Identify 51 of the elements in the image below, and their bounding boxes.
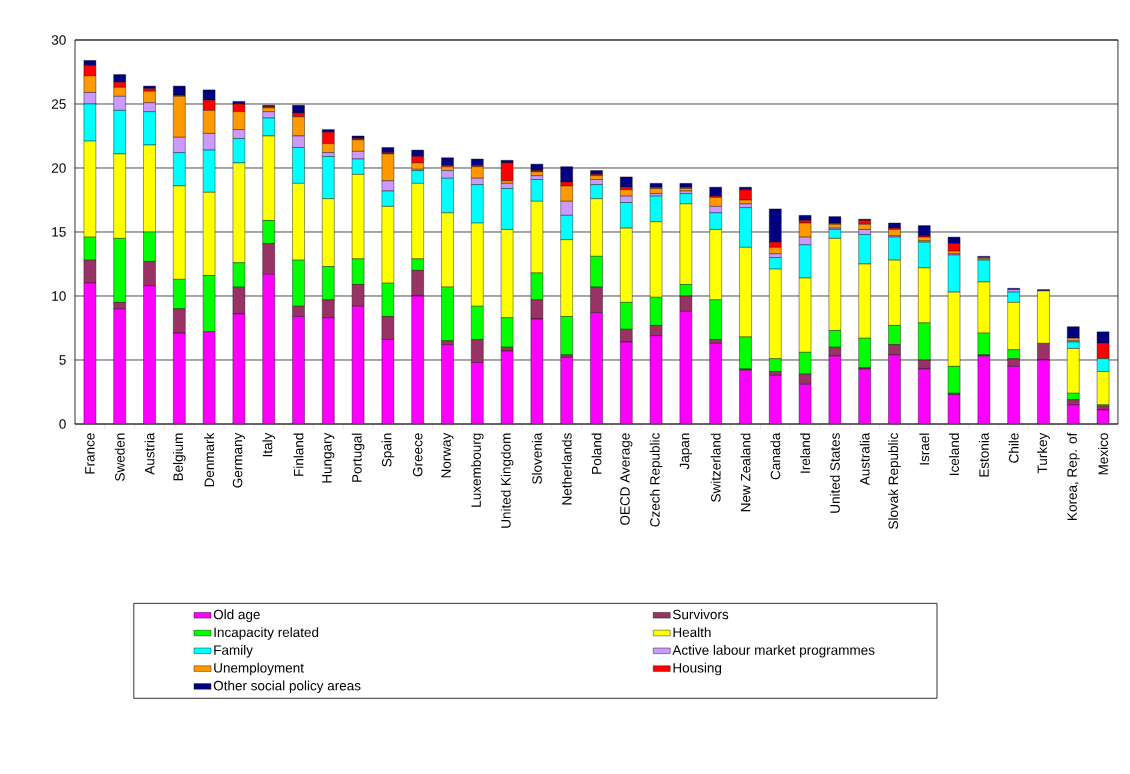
x-tick-label: France — [85, 433, 95, 474]
x-tick-label: Denmark — [204, 432, 215, 487]
y-tick-label: 15 — [52, 227, 66, 237]
x-tick-label: Korea, Rep. of — [1066, 432, 1080, 520]
x-tick-label: Austria — [144, 432, 155, 475]
x-tick-label: Czech Republic — [649, 433, 663, 527]
x-tick-label: Israel — [919, 433, 930, 465]
x-tick-label: Sweden — [114, 433, 125, 481]
x-tick-label: Spain — [381, 433, 395, 467]
x-tick-label: Turkey — [1037, 432, 1050, 474]
x-tick-label: Slovak Republic — [888, 433, 901, 529]
x-tick-label: Estonia — [978, 432, 989, 477]
legend-label: Active labour market programmes — [672, 644, 875, 658]
x-tick-label: Hungary — [322, 432, 335, 483]
x-tick-label: New Zealand — [740, 433, 751, 512]
x-tick-label: OECD Average — [620, 433, 633, 525]
y-tick-label: 30 — [51, 35, 66, 45]
legend-label: Family — [214, 644, 253, 658]
x-tick-label: United States — [829, 433, 840, 513]
x-tick-label: Canada — [770, 432, 781, 480]
legend-label: Survivors — [673, 609, 729, 620]
y-tick-label: 10 — [52, 291, 66, 301]
x-tick-label: Luxembourg — [470, 433, 484, 507]
x-tick-label: Portugal — [351, 433, 365, 482]
y-tick-label: 5 — [59, 355, 66, 365]
x-tick-label: Norway — [441, 432, 454, 478]
x-tick-label: Iceland — [949, 433, 960, 475]
legend-label: Unemployment — [214, 662, 304, 676]
y-tick-label: 0 — [59, 419, 66, 429]
legend-label: Other social policy areas — [213, 680, 361, 694]
legend-label: Housing — [673, 662, 722, 676]
x-tick-label: Chile — [1008, 433, 1019, 463]
x-tick-label: Slovenia — [531, 432, 542, 484]
x-tick-label: Germany — [232, 432, 245, 488]
x-tick-label: Japan — [679, 433, 692, 470]
y-tick-label: 25 — [51, 99, 66, 109]
x-tick-label: United Kingdom — [500, 433, 514, 528]
x-tick-label: Greece — [412, 433, 423, 477]
x-tick-label: Netherlands — [561, 433, 572, 505]
x-tick-label: Italy — [262, 432, 275, 457]
x-tick-label: Belgium — [173, 433, 186, 481]
x-tick-label: Australia — [859, 432, 870, 486]
legend-label: Health — [673, 627, 711, 638]
legend-label: Incapacity related — [214, 627, 319, 640]
x-tick-label: Switzerland — [710, 433, 721, 502]
legend-label: Old age — [213, 609, 260, 622]
x-tick-label: Poland — [591, 433, 602, 474]
x-tick-label: Mexico — [1098, 433, 1109, 475]
x-tick-label: Ireland — [800, 433, 811, 473]
x-tick-label: Finland — [293, 433, 304, 476]
y-tick-label: 20 — [51, 163, 66, 173]
